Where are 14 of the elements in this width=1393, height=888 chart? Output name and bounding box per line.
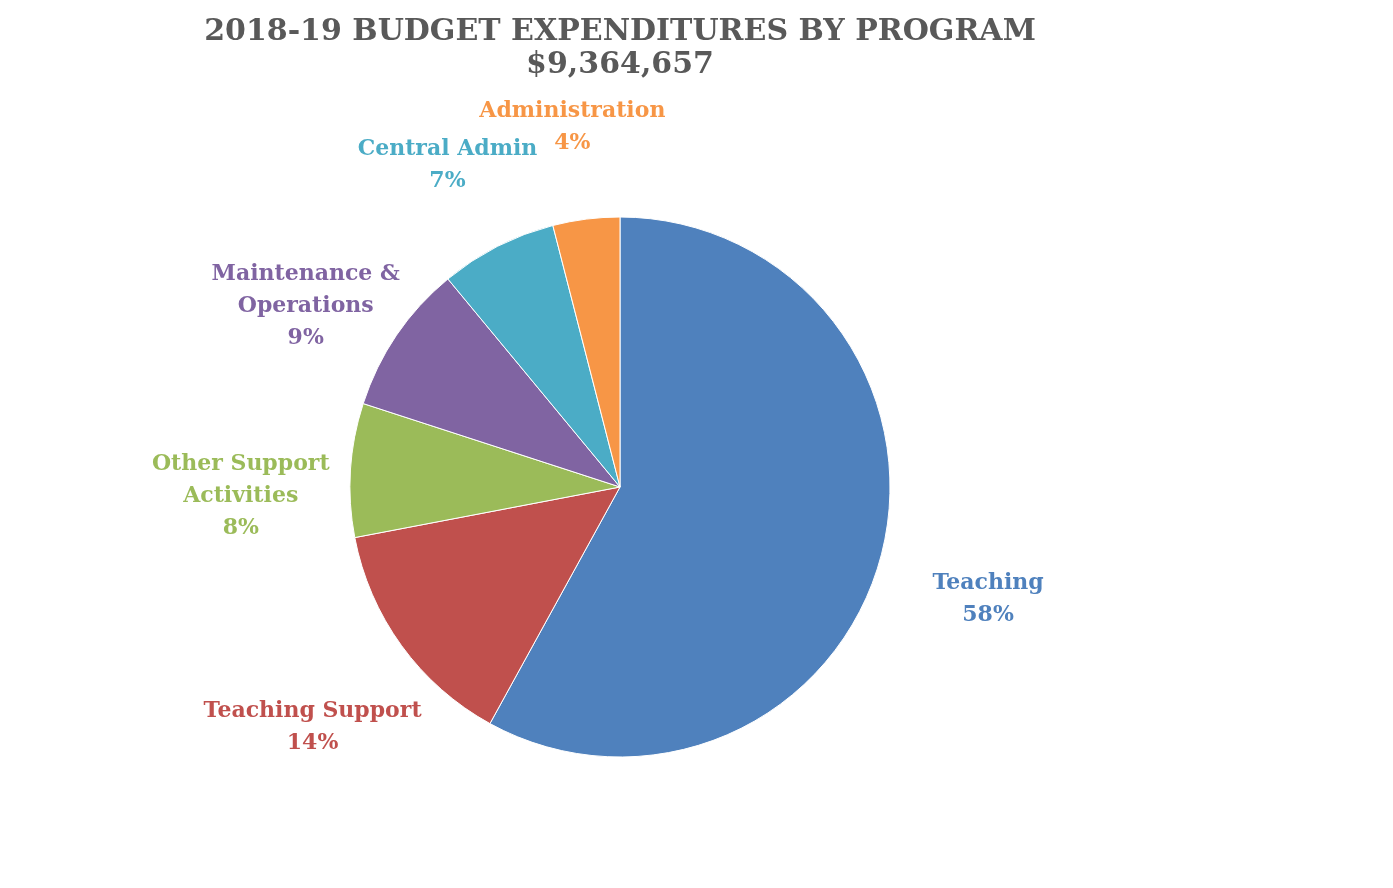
slice-label: Other Support Activities xyxy=(151,449,331,508)
slice-label: Teaching Support xyxy=(203,696,423,723)
data-label: 8% xyxy=(222,513,259,540)
data-label: 7% xyxy=(429,166,466,193)
data-label: 9% xyxy=(287,323,324,350)
data-label: 14% xyxy=(286,728,339,755)
slice-label: Maintenance & Operations xyxy=(211,259,400,318)
data-label: 4% xyxy=(554,128,591,154)
slice-label: Teaching xyxy=(932,567,1044,594)
chart-title: 2018-19 BUDGET EXPENDITURES BY PROGRAM xyxy=(204,12,1036,47)
data-label: 58% xyxy=(962,599,1014,626)
chart-subtitle: $9,364,657 xyxy=(526,45,714,80)
slice-label: Central Admin xyxy=(357,134,538,161)
slice-label: Administration xyxy=(478,96,666,122)
